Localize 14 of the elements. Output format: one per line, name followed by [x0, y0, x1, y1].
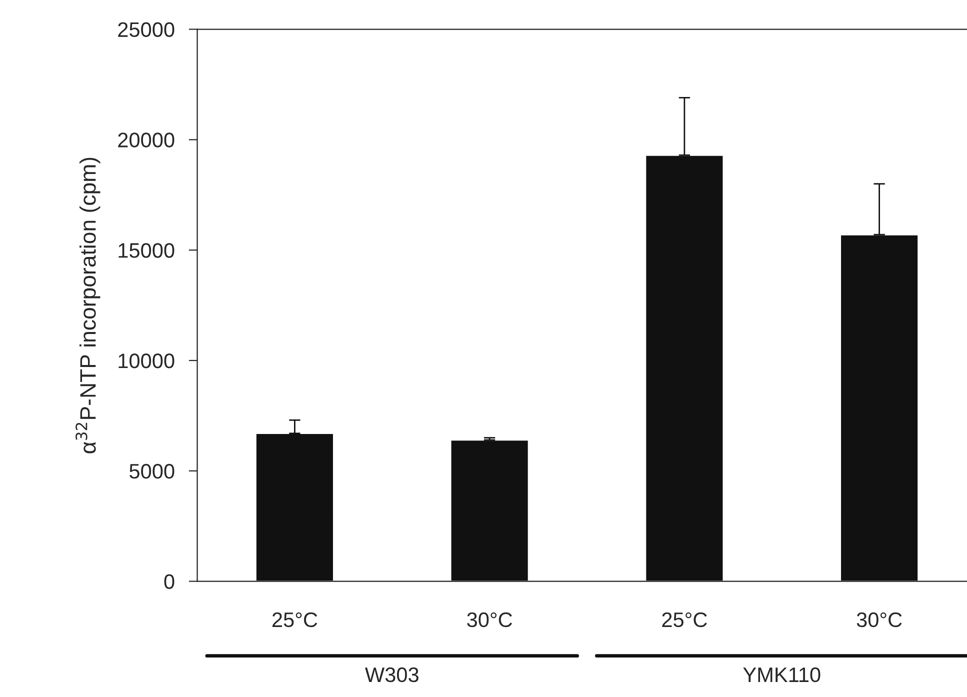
x-tick-label: 25°C — [272, 612, 318, 628]
y-tick-label: 0 — [164, 574, 174, 590]
y-tick-label: 5000 — [130, 464, 174, 479]
x-tick-label: 30°C — [467, 612, 512, 628]
y-axis-title: α$^{32}$P-NTP incorporation (cpm) — [76, 158, 100, 454]
y-tick-label: 10000 — [118, 353, 174, 368]
y-tick-label: 25000 — [118, 22, 174, 38]
text: YMK110 — [743, 667, 820, 682]
x-tick-label: 25°C — [662, 612, 707, 628]
x-tick-label: 30°C — [856, 612, 902, 628]
y-tick-label: 20000 — [118, 132, 174, 148]
text: W303 — [365, 667, 418, 682]
bar — [450, 439, 530, 582]
y-tick-label: 15000 — [118, 243, 174, 258]
